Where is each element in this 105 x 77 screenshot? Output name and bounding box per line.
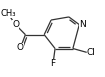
Text: N: N xyxy=(79,20,86,29)
Text: F: F xyxy=(51,59,56,68)
Text: Cl: Cl xyxy=(87,48,96,57)
Text: O: O xyxy=(12,20,19,29)
Text: O: O xyxy=(17,43,24,52)
Text: CH₃: CH₃ xyxy=(0,9,16,18)
